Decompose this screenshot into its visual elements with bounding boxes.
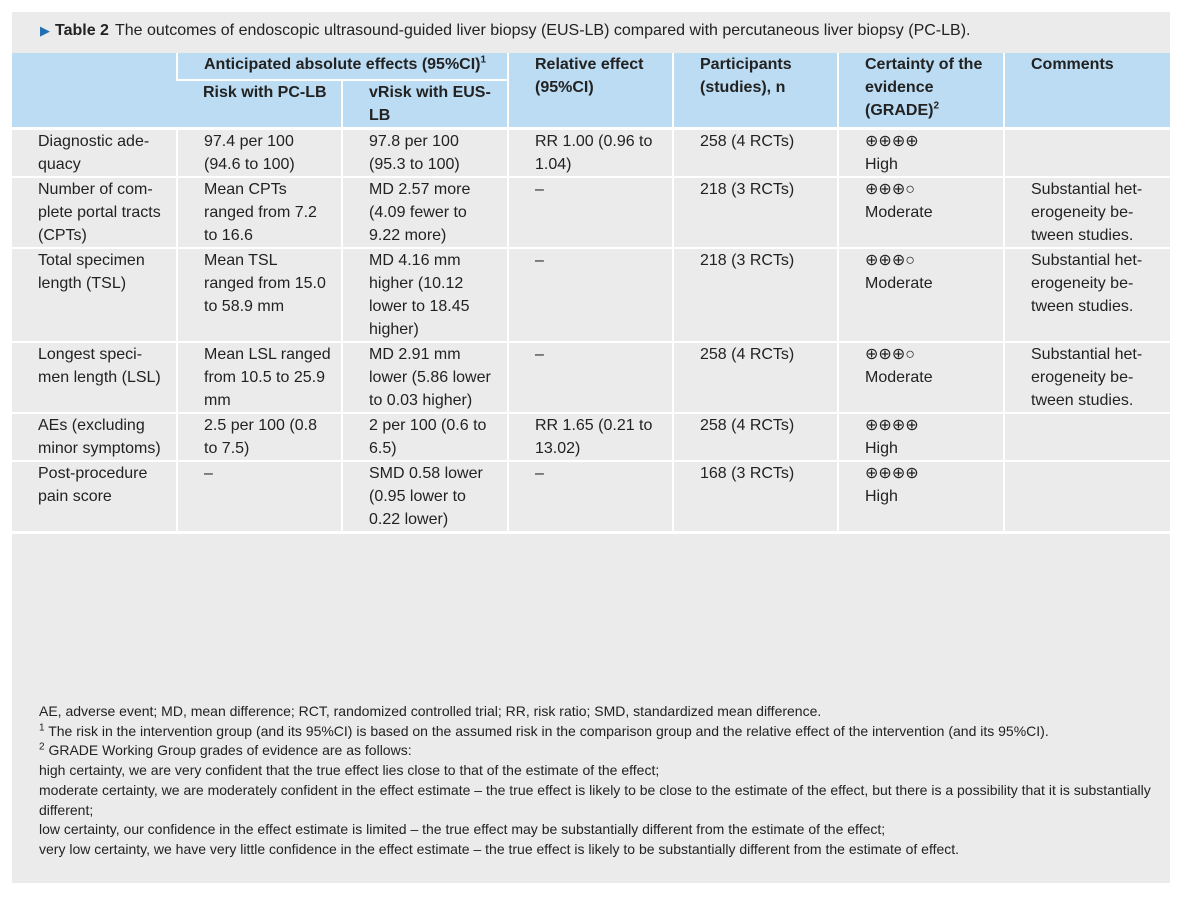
header-participants: Participants (studies), n	[672, 53, 838, 129]
risk-pc-cell: Mean CPTs ranged from 7.2 to 16.6	[176, 176, 342, 248]
certainty-cell: ⊕⊕⊕○ Moderate	[837, 341, 1004, 413]
relative-effect-cell: RR 1.00 (0.96 to 1.04)	[507, 127, 673, 177]
grade-level: High	[865, 488, 898, 505]
outcome-cell: Diagnostic ade­quacy	[12, 127, 177, 177]
grade-symbol-icon: ⊕⊕⊕○	[865, 181, 915, 198]
table-row: Total specimen length (TSL) Mean TSL ran…	[12, 247, 1170, 342]
risk-pc-cell: Mean LSL ranged from 10.5 to 25.9 mm	[176, 341, 342, 413]
header-relative-effect: Relative effect (95%CI)	[507, 53, 673, 129]
table-row: Post-procedure pain score – SMD 0.58 low…	[12, 460, 1170, 534]
grade-symbol-icon: ⊕⊕⊕⊕	[865, 133, 919, 150]
outcome-cell: Post-procedure pain score	[12, 460, 177, 534]
table-footnotes: AE, adverse event; MD, mean difference; …	[12, 702, 1170, 860]
comments-cell: Substantial het­erogeneity be­tween stud…	[1003, 176, 1170, 248]
header-comments: Comments	[1003, 53, 1170, 129]
participants-cell: 258 (4 RCTs)	[672, 341, 838, 413]
participants-cell: 218 (3 RCTs)	[672, 247, 838, 342]
relative-effect-cell: –	[507, 341, 673, 413]
header-certainty: Certainty of the evidence (GRADE)2	[837, 53, 1004, 129]
table-header: Anticipated absolute effects (95%CI)1 Re…	[12, 53, 1170, 129]
table-row: AEs (excluding minor symp­toms) 2.5 per …	[12, 412, 1170, 461]
grade-very-low-definition: very low certainty, we have very little …	[39, 840, 960, 857]
grade-level: High	[865, 440, 898, 457]
comments-cell: Substantial het­erogeneity be­tween stud…	[1003, 341, 1170, 413]
footnote-abbreviations: AE, adverse event; MD, mean difference; …	[39, 703, 822, 719]
risk-pc-cell: Mean TSL ranged from 15.0 to 58.9 mm	[176, 247, 342, 342]
relative-effect-cell: RR 1.65 (0.21 to 13.02)	[507, 412, 673, 461]
grade-moderate-definition: moderate certainty, we are moderately co…	[39, 781, 1151, 818]
comments-cell	[1003, 127, 1170, 177]
certainty-cell: ⊕⊕⊕⊕ High	[837, 412, 1004, 461]
certainty-cell: ⊕⊕⊕⊕ High	[837, 127, 1004, 177]
grade-symbol-icon: ⊕⊕⊕○	[865, 346, 915, 363]
outcome-cell: Number of com­plete portal tracts (CPTs)	[12, 176, 177, 248]
grade-symbol-icon: ⊕⊕⊕⊕	[865, 465, 919, 482]
table-row: Diagnostic ade­quacy 97.4 per 100 (94.6 …	[12, 127, 1170, 177]
triangle-marker-icon: ▶	[40, 23, 50, 38]
outcomes-table: Anticipated absolute effects (95%CI)1 Re…	[12, 53, 1170, 534]
relative-effect-cell: –	[507, 247, 673, 342]
risk-pc-cell: 97.4 per 100 (94.6 to 100)	[176, 127, 342, 177]
risk-pc-cell: 2.5 per 100 (0.8 to 7.5)	[176, 412, 342, 461]
grade-level: Moderate	[865, 204, 933, 221]
table-panel: ▶ Table 2 The outcomes of endoscopic ultra…	[12, 12, 1170, 883]
caption-text: The outcomes of endoscopic ultrasound-gu…	[114, 22, 971, 39]
certainty-cell: ⊕⊕⊕○ Moderate	[837, 176, 1004, 248]
risk-eus-cell: MD 4.16 mm higher (10.12 lower to 18.45 …	[341, 247, 508, 342]
header-anticipated-effects: Anticipated absolute effects (95%CI)1	[176, 53, 508, 81]
risk-pc-cell: –	[176, 460, 342, 534]
outcome-cell: Longest speci­men length (LSL)	[12, 341, 177, 413]
grade-symbol-icon: ⊕⊕⊕⊕	[865, 417, 919, 434]
comments-cell	[1003, 460, 1170, 534]
table-caption: ▶ Table 2 The outcomes of endoscopic ultra…	[12, 12, 1170, 50]
certainty-cell: ⊕⊕⊕○ Moderate	[837, 247, 1004, 342]
participants-cell: 168 (3 RCTs)	[672, 460, 838, 534]
table-row: Number of com­plete portal tracts (CPTs)…	[12, 176, 1170, 248]
grade-symbol-icon: ⊕⊕⊕○	[865, 252, 915, 269]
participants-cell: 218 (3 RCTs)	[672, 176, 838, 248]
table-body: Diagnostic ade­quacy 97.4 per 100 (94.6 …	[12, 127, 1170, 534]
grade-level: Moderate	[865, 275, 933, 292]
risk-eus-cell: MD 2.57 more (4.09 fewer to 9.22 more)	[341, 176, 508, 248]
outcome-cell: Total specimen length (TSL)	[12, 247, 177, 342]
footnote-2: 2 GRADE Working Group grades of evidence…	[39, 741, 412, 759]
relative-effect-cell: –	[507, 176, 673, 248]
risk-eus-cell: MD 2.91 mm lower (5.86 lower to 0.03 hig…	[341, 341, 508, 413]
footnote-1: 1 The risk in the intervention group (an…	[39, 722, 1049, 739]
relative-effect-cell: –	[507, 460, 673, 534]
header-risk-eus-lb: vRisk with EUS-LB	[341, 80, 508, 129]
risk-eus-cell: 2 per 100 (0.6 to 6.5)	[341, 412, 508, 461]
grade-low-definition: low certainty, our confidence in the eff…	[39, 821, 886, 838]
outcome-cell: AEs (excluding minor symp­toms)	[12, 412, 177, 461]
participants-cell: 258 (4 RCTs)	[672, 127, 838, 177]
comments-cell: Substantial het­erogeneity be­tween stud…	[1003, 247, 1170, 342]
grade-high-definition: high certainty, we are very confident th…	[39, 762, 660, 779]
table-label: Table 2	[55, 22, 109, 39]
header-risk-pc-lb: Risk with PC-LB	[177, 80, 342, 129]
table-row: Longest speci­men length (LSL) Mean LSL …	[12, 341, 1170, 413]
participants-cell: 258 (4 RCTs)	[672, 412, 838, 461]
header-outcome-cell	[12, 53, 177, 129]
risk-eus-cell: 97.8 per 100 (95.3 to 100)	[341, 127, 508, 177]
grade-level: High	[865, 156, 898, 173]
grade-level: Moderate	[865, 369, 933, 386]
comments-cell	[1003, 412, 1170, 461]
risk-eus-cell: SMD 0.58 lower (0.95 lower to 0.22 lower…	[341, 460, 508, 534]
certainty-cell: ⊕⊕⊕⊕ High	[837, 460, 1004, 534]
